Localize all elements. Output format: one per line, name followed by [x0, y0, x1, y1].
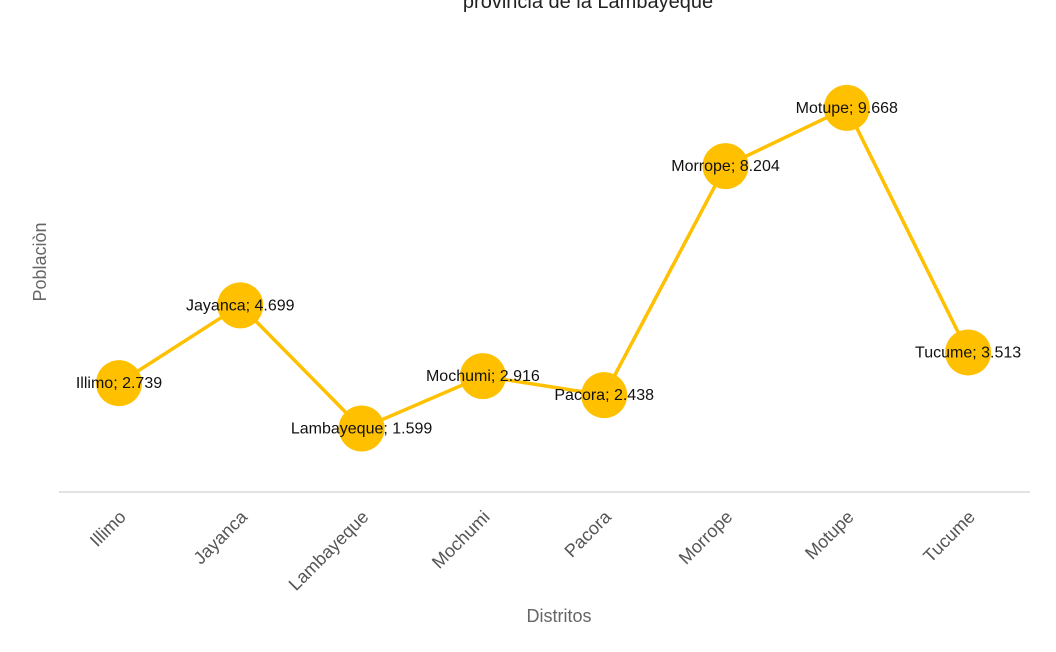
x-axis-title: Distritos: [526, 606, 591, 626]
x-tick-label-mochumi: Mochumi: [428, 507, 494, 573]
data-label-lambayeque: Lambayeque; 1.599: [291, 420, 433, 437]
x-tick-label-pacora: Pacora: [561, 506, 616, 561]
data-label-pacora: Pacora; 2.438: [554, 387, 654, 404]
chart-title: provincia de la Lambayeque: [463, 0, 713, 13]
data-point-pacora: [581, 372, 628, 419]
x-tick-labels: Illimo Jayanca Lambayeque Mochumi Pacora Morr…: [86, 506, 979, 594]
series-group: Illimo; 2.739 Jayanca; 4.699 Lambayeque; 1…: [76, 84, 1021, 452]
x-tick-label-morrope: Morrope: [675, 507, 737, 569]
series-line: [118, 106, 970, 431]
data-label-illimo: Illimo; 2.739: [76, 375, 162, 392]
data-label-motupe: Motupe; 9.668: [796, 100, 898, 117]
x-tick-label-illimo: Illimo: [86, 507, 130, 551]
data-point-mochumi: [459, 353, 506, 400]
marker-group: [96, 84, 992, 452]
x-tick-label-jayanca: Jayanca: [190, 506, 252, 568]
data-point-morrope: [702, 143, 749, 190]
y-axis-title: Poblaciòn: [30, 222, 50, 301]
data-label-tucume: Tucume; 3.513: [915, 344, 1021, 361]
data-point-illimo: [96, 360, 142, 407]
data-label-jayanca: Jayanca; 4.699: [186, 297, 295, 314]
data-label-group: Illimo; 2.739 Jayanca; 4.699 Lambayeque; 1…: [76, 100, 1021, 438]
x-tick-label-lambayeque: Lambayeque: [285, 507, 373, 595]
data-label-mochumi: Mochumi; 2.916: [426, 368, 540, 385]
data-label-morrope: Morrope; 8.204: [671, 158, 780, 175]
data-point-motupe: [823, 84, 870, 131]
data-point-tucume: [945, 329, 992, 376]
x-tick-label-tucume: Tucume: [919, 507, 979, 567]
data-point-jayanca: [217, 282, 264, 329]
data-point-lambayeque: [338, 405, 385, 452]
x-tick-label-motupe: Motupe: [801, 507, 858, 564]
